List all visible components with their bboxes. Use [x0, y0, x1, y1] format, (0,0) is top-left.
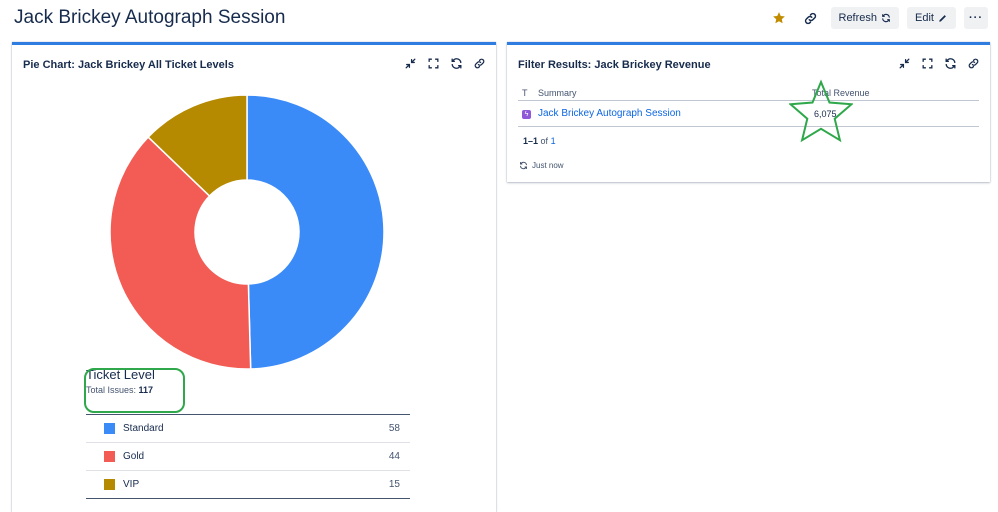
legend-title: Ticket Level	[86, 367, 155, 382]
legend-label: VIP	[123, 479, 140, 490]
refresh-icon[interactable]	[448, 55, 465, 72]
bolt-icon: ϟ	[522, 110, 531, 119]
legend-highlight-annotation	[84, 368, 185, 413]
pagination-total[interactable]: 1	[550, 136, 556, 146]
pencil-icon	[939, 15, 946, 22]
edit-label: Edit	[915, 12, 934, 24]
filter-results-gadget: Filter Results: Jack Brickey Revenue T S…	[507, 42, 990, 182]
total-issues-value: 117	[138, 385, 154, 395]
star-annotation-icon	[789, 79, 853, 143]
legend-label: Gold	[123, 451, 145, 462]
legend-header: Ticket Level Total Issues: 117	[86, 367, 186, 395]
minimize-icon[interactable]	[402, 55, 419, 72]
legend-row-vip[interactable]: VIP 15	[86, 471, 410, 499]
page-title: Jack Brickey Autograph Session	[14, 7, 286, 28]
link-icon[interactable]	[965, 55, 982, 72]
more-button[interactable]: ···	[964, 7, 988, 29]
refresh-icon	[882, 13, 890, 23]
table-header: T Summary Total Revenue	[518, 85, 979, 101]
pagination: 1–1 of 1	[523, 136, 556, 146]
revenue-cell: 6,075	[814, 108, 837, 119]
last-updated-text: Just now	[532, 161, 564, 170]
gadget-tools	[896, 55, 982, 72]
col-revenue-header[interactable]: Total Revenue	[812, 87, 870, 98]
header-actions: Refresh Edit ···	[767, 7, 988, 29]
link-icon[interactable]	[471, 55, 488, 72]
pie-chart-gadget: Pie Chart: Jack Brickey All Ticket Level…	[12, 42, 496, 512]
slice-gold[interactable]	[109, 136, 252, 370]
donut-chart	[109, 94, 385, 370]
gadget-title: Pie Chart: Jack Brickey All Ticket Level…	[23, 59, 234, 71]
slice-vip[interactable]	[147, 94, 248, 198]
legend-swatch	[104, 451, 115, 462]
legend-count: 58	[388, 423, 400, 434]
pagination-of: of	[540, 136, 549, 146]
col-type-header[interactable]: T	[522, 87, 528, 98]
issue-type-cell: ϟ	[518, 108, 538, 119]
refresh-button[interactable]: Refresh	[830, 7, 900, 29]
legend-label: Standard	[123, 423, 164, 434]
link-icon[interactable]	[799, 7, 823, 29]
legend-count: 15	[388, 479, 400, 490]
legend-row-gold[interactable]: Gold 44	[86, 443, 410, 471]
refresh-small-icon	[520, 161, 527, 170]
refresh-icon[interactable]	[942, 55, 959, 72]
issue-link[interactable]: Jack Brickey Autograph Session	[538, 108, 681, 119]
slice-standard[interactable]	[246, 94, 385, 370]
total-issues: Total Issues: 117	[86, 385, 186, 395]
table-row: ϟ Jack Brickey Autograph Session 6,075	[518, 101, 979, 127]
col-summary-header[interactable]: Summary	[538, 87, 577, 98]
star-icon[interactable]	[767, 7, 791, 29]
legend-row-standard[interactable]: Standard 58	[86, 415, 410, 443]
legend-count: 44	[388, 451, 400, 462]
legend-swatch	[104, 479, 115, 490]
pagination-range: 1–1	[523, 136, 539, 146]
gadget-tools	[402, 55, 488, 72]
legend-swatch	[104, 423, 115, 434]
last-updated: Just now	[519, 161, 564, 170]
results-table: T Summary Total Revenue ϟ Jack Brickey A…	[518, 85, 979, 127]
refresh-label: Refresh	[838, 12, 878, 24]
gadget-title: Filter Results: Jack Brickey Revenue	[518, 59, 711, 71]
fullscreen-icon[interactable]	[425, 55, 442, 72]
fullscreen-icon[interactable]	[919, 55, 936, 72]
total-issues-label: Total Issues:	[86, 385, 137, 395]
page-header: Jack Brickey Autograph Session Refresh E…	[0, 0, 998, 38]
summary-cell: Jack Brickey Autograph Session	[538, 108, 812, 119]
legend-table: Standard 58 Gold 44 VIP 15	[86, 414, 410, 499]
edit-button[interactable]: Edit	[907, 7, 956, 29]
minimize-icon[interactable]	[896, 55, 913, 72]
